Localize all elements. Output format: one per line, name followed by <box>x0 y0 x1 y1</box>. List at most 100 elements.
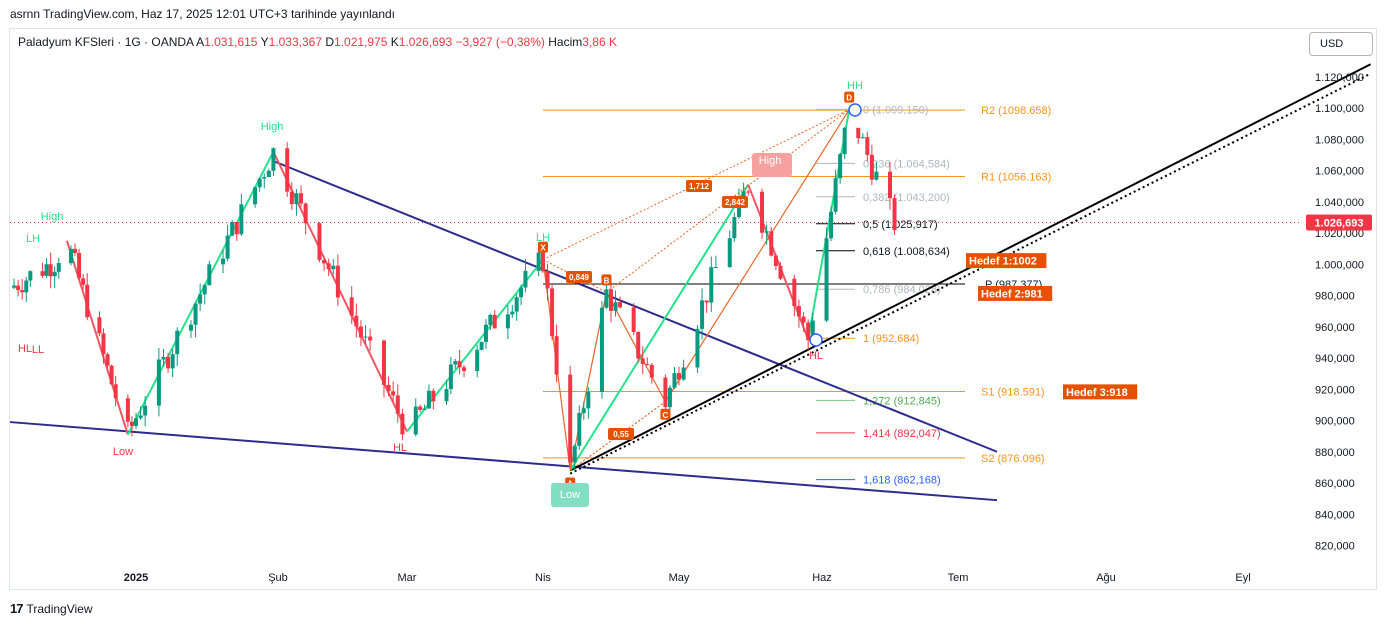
candle-body <box>358 326 363 338</box>
swing-leg <box>65 240 129 435</box>
candle-body <box>105 354 110 366</box>
candle-body <box>422 408 427 410</box>
wave-label: High <box>261 121 284 133</box>
ratio-tag <box>686 180 712 192</box>
candle-body <box>577 412 582 446</box>
target-tag <box>966 253 1047 269</box>
candle-body <box>672 373 677 388</box>
target-tag <box>1063 384 1138 400</box>
pivot-label: S2 (876.096) <box>981 453 1045 465</box>
candle-body <box>892 198 897 231</box>
candle-body <box>572 445 577 463</box>
candle-body <box>257 178 262 188</box>
y-tick-label: 880,000 <box>1315 447 1355 459</box>
wave-label: Low <box>113 446 133 458</box>
candle-body <box>109 365 114 385</box>
ratio-label: 1,712 <box>689 182 710 191</box>
candle-body <box>101 333 106 355</box>
candle-body <box>143 405 148 416</box>
xabcd-ratio-line <box>606 109 850 293</box>
y-tick-label: 1.080,000 <box>1315 134 1364 146</box>
legend-volume-value: 3,86 K <box>582 35 617 49</box>
hl-marker <box>809 333 823 347</box>
y-tick-label: 860,000 <box>1315 478 1355 490</box>
candle-body <box>271 148 276 171</box>
legend-symbol[interactable]: Paladyum KFSleri · 1G · OANDA <box>18 35 194 49</box>
candle-body <box>773 255 778 266</box>
candle-body <box>225 235 230 259</box>
candle-body <box>792 278 797 307</box>
hh-marker <box>848 103 862 117</box>
candle-body <box>833 178 838 212</box>
candle-body <box>599 307 604 393</box>
candle-body <box>806 322 811 341</box>
candle-body <box>303 203 308 224</box>
candle-body <box>56 263 61 272</box>
candle-body <box>317 223 322 260</box>
candle-body <box>81 278 86 285</box>
candle-body <box>24 280 29 293</box>
candle-body <box>285 148 290 192</box>
candle-body <box>704 300 709 303</box>
candle-body <box>842 127 847 155</box>
candle-body <box>523 270 528 288</box>
y-tick-label: 980,000 <box>1315 291 1355 303</box>
xabcd-pattern <box>542 109 850 471</box>
ratio-label: 0,849 <box>569 273 590 282</box>
candle-body <box>202 285 207 295</box>
candle-body <box>568 374 573 463</box>
candle-body <box>326 263 331 270</box>
tradingview-brand[interactable]: 17 TradingView <box>10 601 93 616</box>
candle-body <box>28 271 33 281</box>
x-tick-label: Nis <box>535 572 551 584</box>
currency-button[interactable]: USD <box>1309 32 1373 56</box>
candle-body <box>170 354 175 369</box>
ratio-tag <box>608 428 634 440</box>
xabcd-point-tag <box>844 91 855 103</box>
x-tick-label: 2025 <box>124 572 148 584</box>
wave-label: LL <box>32 344 44 356</box>
candle-body <box>741 191 746 197</box>
candle-body <box>681 367 686 380</box>
candle-body <box>746 191 751 193</box>
candle-body <box>479 341 484 350</box>
x-tick-label: Şub <box>268 572 288 584</box>
brand-name: TradingView <box>26 601 93 616</box>
target-label: Hedef 1:1002 <box>969 256 1037 268</box>
fib-label: 1,272 (912,845) <box>863 395 941 407</box>
candle-body <box>709 267 714 303</box>
candle-body <box>322 259 327 264</box>
candle-body <box>354 315 359 327</box>
wave-label: HL <box>393 442 407 454</box>
candle-body <box>618 302 623 308</box>
xabcd-point-tag <box>601 274 612 286</box>
candle-body <box>40 271 45 276</box>
candle-body <box>462 367 467 372</box>
trendline <box>9 421 998 502</box>
last-price-label: 1.026,693 <box>1315 218 1364 230</box>
y-tick-label: 840,000 <box>1315 509 1355 521</box>
x-tick-label: May <box>669 572 690 584</box>
fib-label: 0,618 (1.008,634) <box>863 246 950 258</box>
candle-body <box>299 193 304 204</box>
candle-body <box>386 384 391 392</box>
candle-body <box>865 137 870 155</box>
legend-close-value: 1.026,693 <box>398 35 453 49</box>
candle-body <box>769 231 774 256</box>
candle-body <box>12 285 17 288</box>
wave-label: HH <box>847 80 863 92</box>
candle-body <box>586 392 591 409</box>
publish-info: asrnn TradingView.com, Haz 17, 2025 12:0… <box>10 7 396 21</box>
fib-label: 0,5 (1.025,917) <box>863 219 938 231</box>
candle-body <box>368 336 373 341</box>
swing-leg <box>807 109 851 340</box>
fib-label: 0 (1.099,150) <box>863 104 928 116</box>
trendline <box>569 72 1372 475</box>
candle-body <box>869 154 874 180</box>
candle-body <box>234 221 239 235</box>
candle-body <box>381 340 386 385</box>
y-tick-label: 1.020,000 <box>1315 228 1364 240</box>
chart-frame <box>9 28 1377 590</box>
y-tick-label: 940,000 <box>1315 353 1355 365</box>
